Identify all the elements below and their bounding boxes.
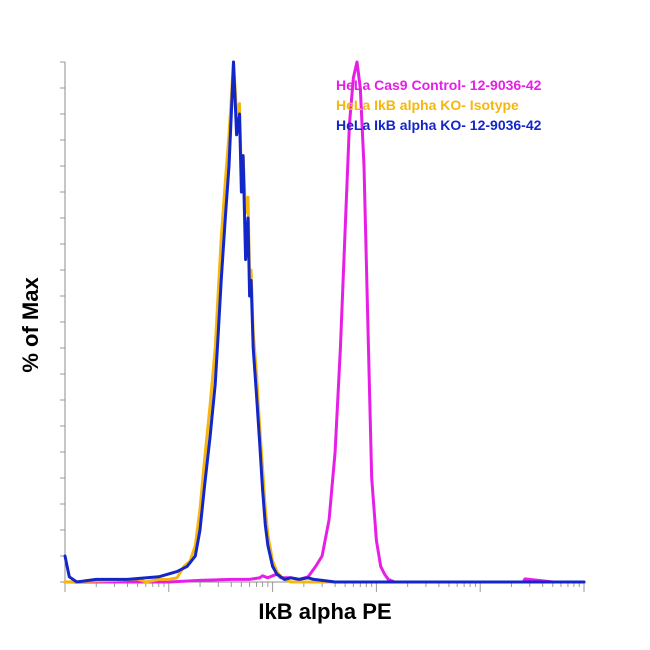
x-axis-title: IkB alpha PE (258, 599, 391, 624)
legend-entry-3: HeLa IkB alpha KO- 12-9036-42 (336, 117, 542, 133)
y-axis-title: % of Max (18, 277, 43, 373)
legend: HeLa Cas9 Control- 12-9036-42 HeLa IkB al… (336, 77, 542, 133)
legend-entry-2: HeLa IkB alpha KO- Isotype (336, 97, 519, 113)
legend-entry-1: HeLa Cas9 Control- 12-9036-42 (336, 77, 542, 93)
series-line-3 (63, 60, 586, 584)
series-layer (63, 60, 586, 584)
